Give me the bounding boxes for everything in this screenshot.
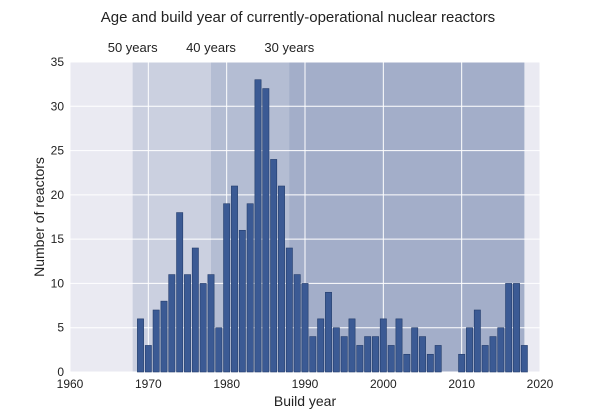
bar-1982 [238, 229, 246, 373]
tick-labels: 1960 1970 1980 1990 2000 2010 2020 0 5 10 15 20 25 30… [51, 55, 554, 391]
bar-1969 [137, 318, 144, 373]
bar-2004 [411, 327, 419, 373]
bars [137, 79, 528, 373]
age-band-labels: 50 years 40 years 30 years [108, 40, 315, 55]
age-band-label-3: 30 years [264, 40, 314, 55]
bar-1981 [231, 185, 238, 373]
bar-1993 [325, 291, 332, 373]
bar-1977 [199, 283, 207, 373]
bar-2015 [497, 327, 505, 373]
bar-1973 [168, 274, 176, 373]
y-tick-label: 30 [51, 99, 65, 113]
bar-2006 [426, 353, 434, 373]
x-tick-label: 2020 [527, 377, 554, 391]
bar-1995 [340, 336, 348, 373]
bar-2007 [434, 345, 442, 373]
bar-1997 [356, 345, 364, 373]
bar-1985 [262, 88, 270, 373]
bar-2018 [520, 345, 528, 373]
x-tick-label: 1970 [135, 377, 162, 391]
bar-1970 [144, 345, 152, 373]
bar-1980 [223, 203, 231, 373]
x-tick-label: 1990 [292, 377, 319, 391]
bar-2017 [513, 283, 520, 373]
bar-1986 [270, 159, 278, 373]
x-tick-label: 2000 [370, 377, 397, 391]
age-band-3 [289, 62, 525, 372]
bar-1987 [278, 185, 285, 373]
bar-2010 [458, 353, 466, 373]
bar-2005 [419, 336, 426, 373]
y-tick-label: 0 [57, 365, 64, 379]
age-band-label-2: 40 years [186, 40, 236, 55]
age-band-label-1: 50 years [108, 40, 158, 55]
bar-2002 [395, 318, 403, 373]
x-tick-label: 2010 [448, 377, 475, 391]
bar-1991 [309, 336, 317, 373]
bar-1992 [317, 318, 325, 373]
bar-2013 [481, 345, 489, 373]
y-tick-label: 20 [51, 188, 65, 202]
y-tick-label: 35 [51, 55, 65, 69]
bar-1979 [215, 327, 223, 373]
y-tick-label: 5 [57, 321, 64, 335]
bar-1971 [152, 309, 160, 373]
bar-2016 [505, 283, 513, 373]
y-tick-label: 25 [51, 144, 65, 158]
bar-1990 [301, 283, 309, 373]
bar-1996 [348, 318, 356, 373]
bar-1984 [254, 79, 262, 373]
bar-2000 [379, 318, 387, 373]
bar-1998 [364, 336, 372, 373]
bar-1999 [372, 336, 379, 373]
chart-title: Age and build year of currently-operatio… [101, 9, 495, 26]
bar-1988 [285, 247, 293, 373]
bar-1989 [293, 274, 301, 373]
bar-2003 [403, 353, 411, 373]
y-axis-label: Number of reactors [31, 157, 47, 277]
y-tick-label: 15 [51, 232, 65, 246]
x-axis-label: Build year [274, 393, 337, 409]
bar-2014 [489, 336, 497, 373]
bar-2012 [473, 309, 481, 373]
bar-1978 [207, 274, 215, 373]
bar-1972 [160, 300, 168, 373]
bar-1983 [246, 203, 254, 373]
bar-1974 [176, 212, 184, 373]
bar-1976 [191, 247, 199, 373]
y-tick-label: 10 [51, 276, 65, 290]
x-tick-label: 1980 [213, 377, 240, 391]
bar-2001 [387, 345, 395, 373]
x-tick-label: 1960 [57, 377, 84, 391]
bar-1975 [184, 274, 191, 373]
bar-1994 [332, 327, 340, 373]
bar-2011 [466, 327, 473, 373]
